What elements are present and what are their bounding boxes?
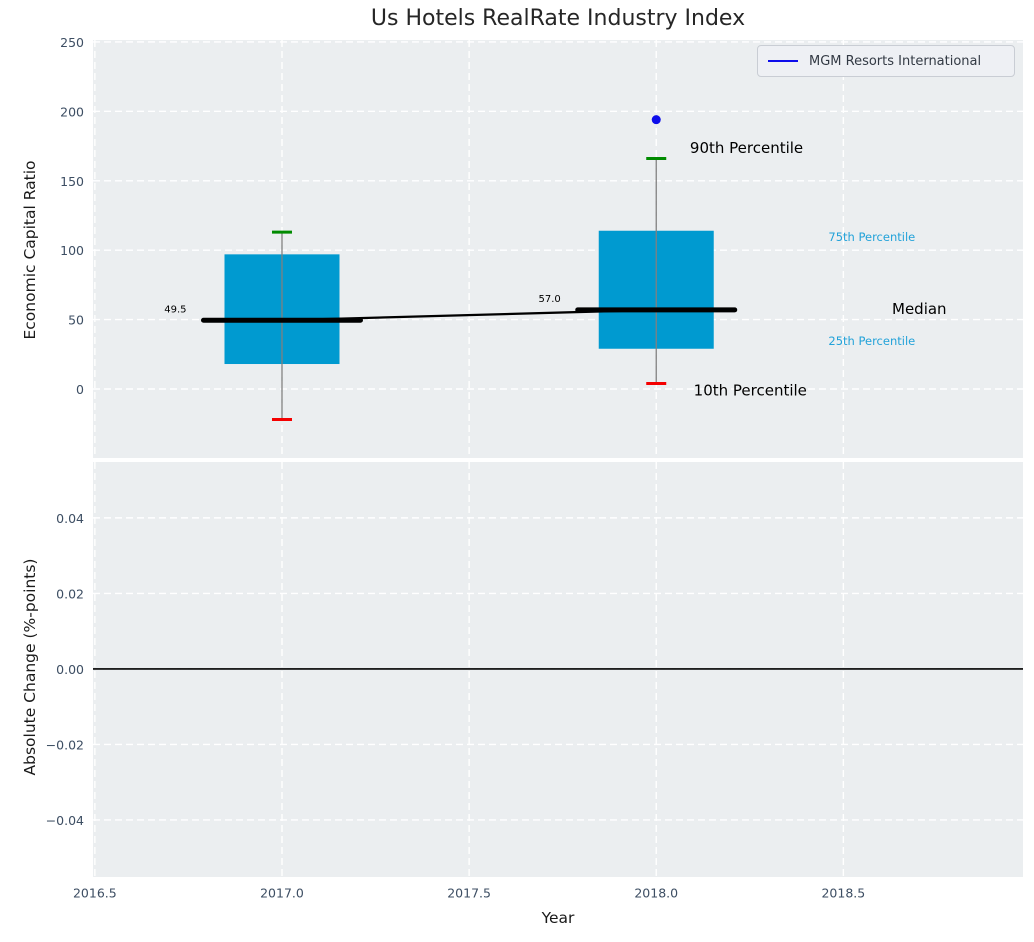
y-tick-label: 0 — [76, 382, 84, 397]
annotation-25th-percentile: 25th Percentile — [828, 334, 915, 348]
annotation-75th-percentile: 75th Percentile — [828, 230, 915, 244]
annotation-10th-percentile: 10th Percentile — [694, 381, 807, 399]
y-tick-label: −0.02 — [46, 737, 84, 752]
x-tick-label: 2018.0 — [634, 886, 678, 901]
legend-label: MGM Resorts International — [809, 53, 982, 69]
plot-area — [93, 40, 1023, 458]
x-tick-label: 2017.5 — [447, 886, 491, 901]
subplot-1: 0.04 0.02 0.00 −0.02 −0.04 2016.5 2017.0 2017.5… — [46, 462, 1023, 901]
x-tick-label: 2018.5 — [821, 886, 865, 901]
median-value-label: 57.0 — [538, 294, 560, 305]
y-tick-label: 0.04 — [56, 511, 84, 526]
legend-line-sample — [768, 59, 798, 63]
mgm-point — [651, 115, 661, 125]
x-tick-label: 2017.0 — [260, 886, 304, 901]
median-value-label: 49.5 — [164, 304, 186, 315]
y-tick-label: −0.04 — [46, 813, 84, 828]
y-tick-label: 100 — [60, 243, 84, 258]
subplot-0: 49.5 57.0 90th Percentile 10th Percentile 75… — [60, 35, 1023, 458]
annotation-90th-percentile: 90th Percentile — [690, 139, 803, 157]
chart-title: Us Hotels RealRate Industry Index — [370, 6, 746, 31]
y-tick-label: 250 — [60, 35, 84, 50]
legend: MGM Resorts International — [757, 45, 1015, 77]
y-tick-label: 0.00 — [56, 662, 84, 677]
annotation-median: Median — [892, 300, 947, 318]
y-tick-label: 200 — [60, 104, 84, 119]
y-tick-label: 0.02 — [56, 586, 84, 601]
x-tick-label: 2016.5 — [73, 886, 117, 901]
y-axis-label-bottom: Absolute Change (%-points) — [21, 558, 39, 776]
y-tick-label: 150 — [60, 174, 84, 189]
y-tick-label: 50 — [68, 313, 84, 328]
x-axis-label: Year — [541, 909, 575, 927]
y-axis-label-top: Economic Capital Ratio — [21, 160, 39, 340]
